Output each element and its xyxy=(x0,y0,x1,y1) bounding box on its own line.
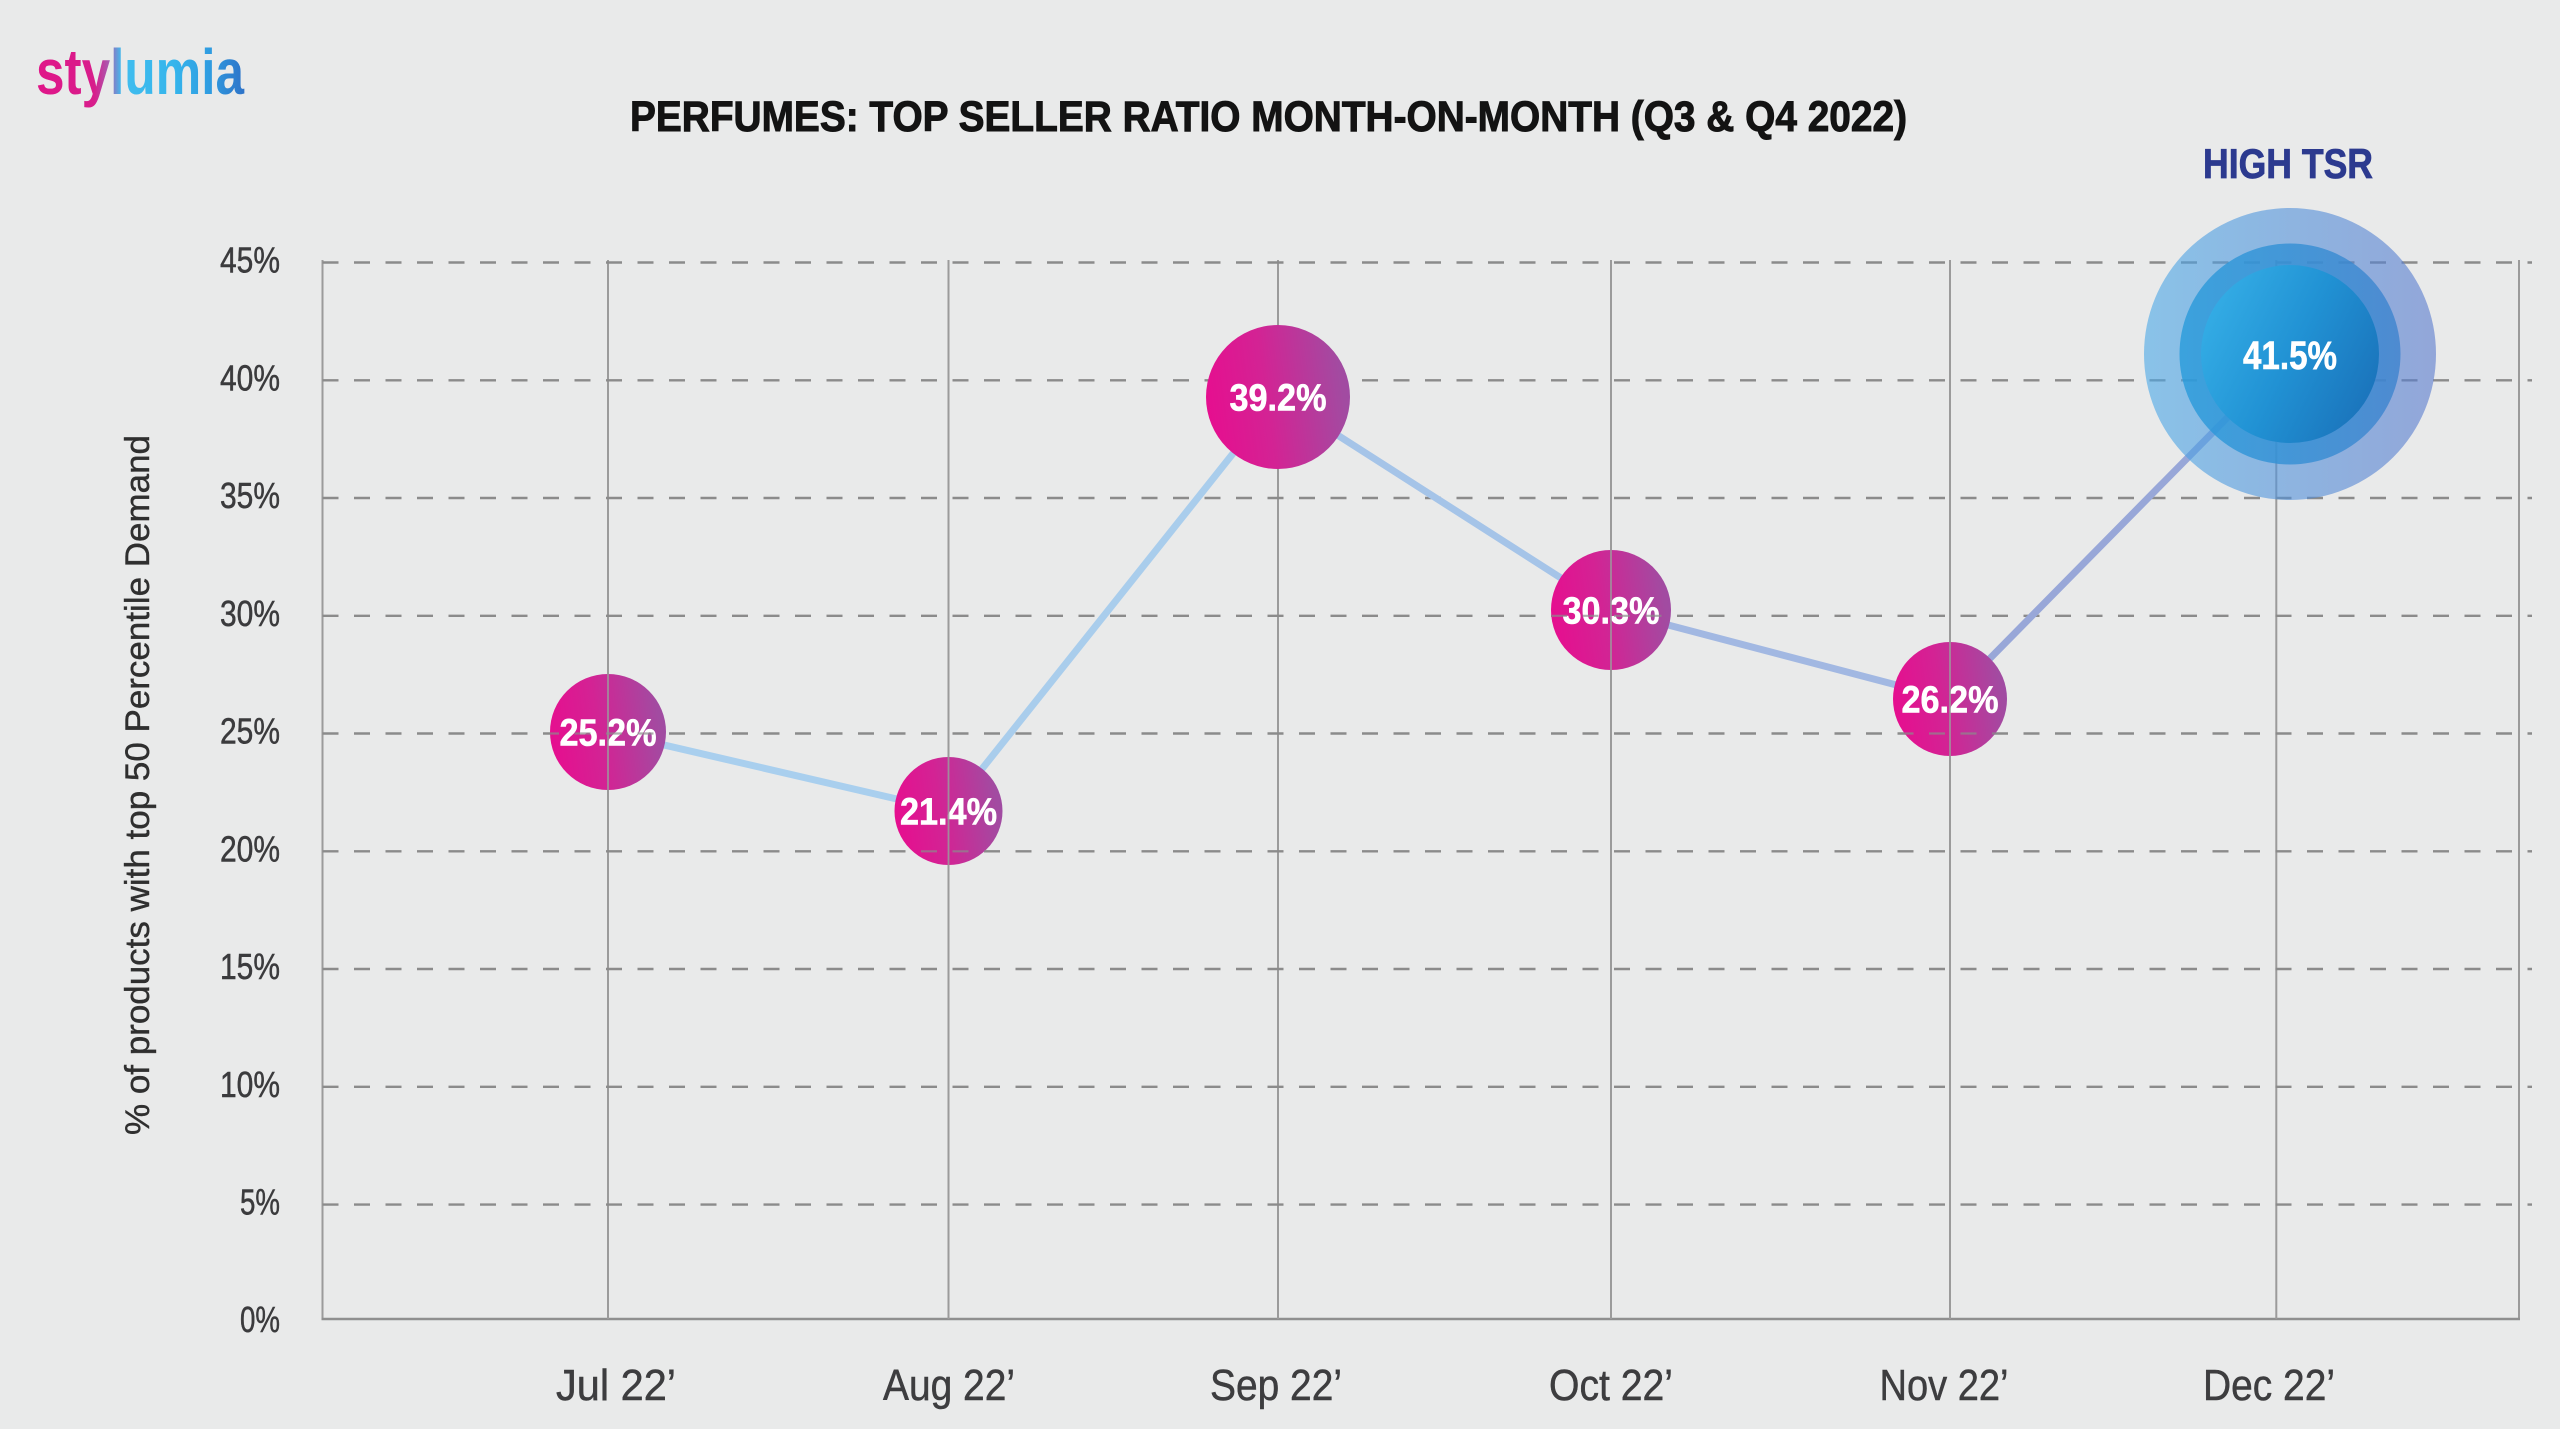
svg-text:Dec 22’: Dec 22’ xyxy=(2203,1361,2335,1410)
svg-text:15%: 15% xyxy=(220,946,280,987)
svg-text:Aug 22’: Aug 22’ xyxy=(883,1361,1015,1410)
svg-text:Oct 22’: Oct 22’ xyxy=(1549,1361,1673,1410)
svg-text:HIGH TSR: HIGH TSR xyxy=(2203,140,2373,187)
svg-text:Jul 22’: Jul 22’ xyxy=(556,1361,676,1410)
svg-text:35%: 35% xyxy=(220,475,280,516)
svg-text:20%: 20% xyxy=(220,828,280,869)
svg-text:Sep 22’: Sep 22’ xyxy=(1210,1361,1342,1410)
svg-text:PERFUMES: TOP SELLER RATIO MON: PERFUMES: TOP SELLER RATIO MONTH-ON-MONT… xyxy=(630,93,1907,141)
svg-text:39.2%: 39.2% xyxy=(1230,378,1327,420)
svg-text:5%: 5% xyxy=(240,1182,280,1223)
svg-text:% of products with top 50 Perc: % of products with top 50 Percentile Dem… xyxy=(119,435,157,1135)
svg-text:40%: 40% xyxy=(220,357,280,398)
svg-text:45%: 45% xyxy=(220,240,280,281)
svg-text:25%: 25% xyxy=(220,711,280,752)
svg-text:10%: 10% xyxy=(220,1064,280,1105)
svg-text:30%: 30% xyxy=(220,593,280,634)
svg-text:41.5%: 41.5% xyxy=(2243,334,2337,378)
svg-text:0%: 0% xyxy=(240,1299,280,1340)
svg-text:Nov 22’: Nov 22’ xyxy=(1880,1361,2009,1410)
svg-text:stylumia: stylumia xyxy=(36,36,244,108)
